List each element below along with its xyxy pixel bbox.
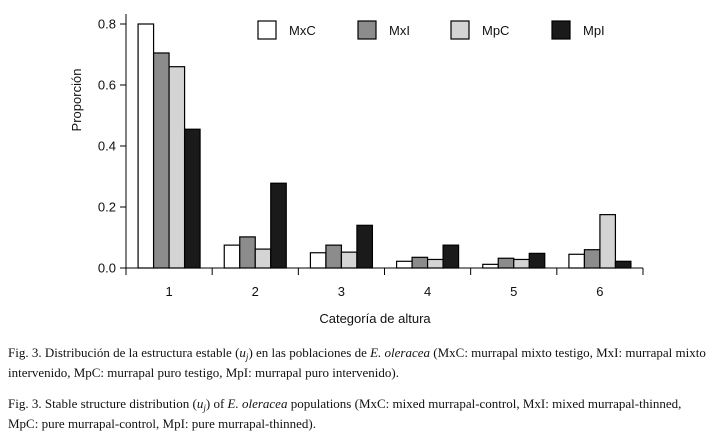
y-tick-label: 0.4 (98, 139, 116, 154)
bar-MpI-cat-2 (270, 182, 287, 269)
bar-MxC-cat-6 (568, 253, 586, 269)
bar-MpC-cat-5 (513, 258, 530, 269)
caption-en-species: E. oleracea (227, 396, 288, 411)
legend-swatch-MxC (257, 20, 277, 40)
y-axis-title: Proporción (69, 69, 84, 132)
caption-en-variable-subscript: j (203, 403, 206, 413)
y-tick-label: 0.2 (98, 200, 116, 215)
y-tick-label: 0.0 (98, 261, 116, 276)
legend-label-MxI: MxI (389, 23, 410, 38)
caption-es-prefix: Fig. 3. Distribución de la estructura es… (8, 345, 240, 360)
x-axis-title: Categoría de altura (319, 311, 431, 326)
bar-MxI-cat-4 (411, 256, 429, 269)
axes-layer: 0.0 0.2 0.4 0.6 0.8 1 2 3 4 5 6 (98, 14, 644, 299)
bar-MpC-cat-6 (599, 214, 617, 269)
caption-en-mid: ) of (205, 396, 228, 411)
legend-swatch-MpC (450, 20, 470, 40)
bar-MxC-cat-3 (309, 252, 327, 269)
bar-MxI-cat-6 (583, 249, 601, 269)
bar-MxI-cat-1 (152, 52, 170, 269)
x-tick-label: 6 (596, 284, 603, 299)
caption-es-variable-subscript: j (245, 352, 249, 362)
bar-MpI-cat-5 (528, 252, 546, 269)
legend-label-MxC: MxC (289, 23, 316, 38)
x-tick-label: 2 (252, 284, 259, 299)
legend-label-MpI: MpI (583, 23, 605, 38)
legend-label-MpC: MpC (482, 23, 509, 38)
bar-MxC-cat-1 (137, 23, 155, 269)
bar-MxC-cat-5 (482, 263, 499, 269)
caption-en-prefix: Fig. 3. Stable structure distribution ( (8, 396, 197, 411)
bar-MxI-cat-3 (325, 244, 343, 269)
x-tick-label: 4 (424, 284, 431, 299)
bar-MxC-cat-4 (395, 260, 413, 269)
x-tick-label: 5 (510, 284, 517, 299)
legend-swatch-MpI (551, 20, 571, 40)
caption-es-variable: u (239, 345, 246, 360)
bar-MpC-cat-4 (426, 258, 444, 269)
caption-en-suffix: populations (MxC: mixed murrapal-control… (8, 396, 682, 431)
figure-caption-spanish: Fig. 3. Distribución de la estructura es… (8, 345, 708, 381)
caption-es-suffix: (MxC: murrapal mixto testigo, MxI: murra… (8, 345, 706, 380)
bar-MxI-cat-2 (239, 236, 256, 269)
bar-MpI-cat-3 (356, 224, 374, 269)
bar-MpI-cat-6 (614, 260, 632, 269)
caption-es-mid: ) en las poblaciones de (248, 345, 371, 360)
legend-swatch-MxI (357, 20, 377, 40)
bar-MpI-cat-1 (183, 128, 201, 269)
caption-es-species: E. oleracea (370, 345, 431, 360)
figure-caption-english: Fig. 3. Stable structure distribution (u… (8, 396, 708, 432)
figure-chart: 0.0 0.2 0.4 0.6 0.8 1 2 3 4 5 6 MxC MxI MpC MpI Propo… (69, 14, 644, 326)
legend: MxC MxI MpC MpI (257, 20, 605, 40)
bar-MpC-cat-2 (254, 248, 272, 269)
caption-en-variable: u (196, 396, 204, 411)
bar-MpC-cat-1 (168, 66, 186, 269)
x-tick-label: 1 (165, 284, 172, 299)
bar-MxC-cat-2 (223, 244, 241, 269)
bar-MpI-cat-4 (442, 244, 460, 269)
bar-MpC-cat-3 (340, 251, 358, 269)
bar-chart: 0.0 0.2 0.4 0.6 0.8 1 2 3 4 5 6 MxC MxI MpC MpI Propo… (69, 14, 644, 326)
bar-MxI-cat-5 (497, 257, 515, 269)
y-tick-label: 0.8 (98, 17, 116, 32)
x-tick-label: 3 (338, 284, 345, 299)
bars-layer (137, 23, 632, 269)
y-tick-label: 0.6 (98, 78, 116, 93)
